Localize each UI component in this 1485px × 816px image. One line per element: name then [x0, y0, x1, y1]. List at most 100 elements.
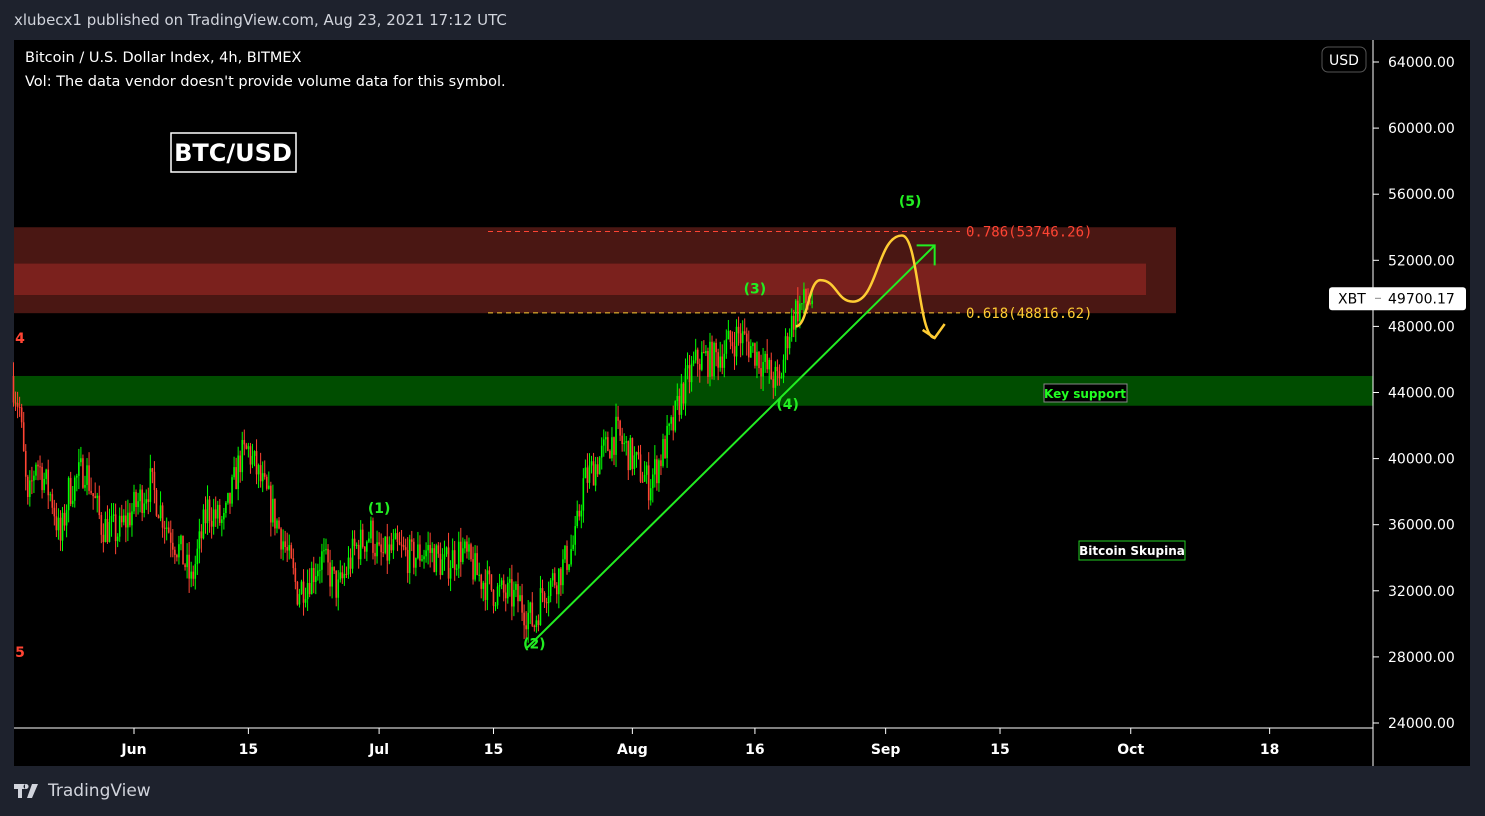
- candle-body: [535, 620, 538, 628]
- candle-body: [310, 568, 313, 595]
- candle-body: [690, 363, 693, 383]
- candle-body: [670, 417, 672, 424]
- candle-body: [84, 484, 86, 488]
- candle-body: [384, 536, 387, 553]
- candle-body: [770, 359, 773, 380]
- candle-body: [223, 512, 225, 520]
- candle-body: [120, 515, 123, 523]
- candle-body: [102, 534, 105, 543]
- candle-body: [592, 461, 595, 486]
- candle-body: [551, 573, 554, 581]
- candle-body: [431, 548, 434, 553]
- candle-body: [741, 331, 744, 344]
- candle-body: [739, 333, 742, 344]
- candle-body: [394, 533, 397, 540]
- candle-body: [684, 368, 687, 404]
- candle-body: [292, 558, 295, 569]
- candle-body: [758, 351, 760, 369]
- time-tick-label: 18: [1260, 742, 1279, 758]
- candle-body: [47, 469, 50, 496]
- candle-body: [288, 545, 291, 551]
- candle-body: [778, 371, 781, 379]
- candle-body: [302, 581, 305, 603]
- candle-body: [359, 529, 362, 560]
- candle-body: [312, 568, 315, 583]
- candle-body: [400, 544, 403, 546]
- candle-body: [788, 337, 791, 349]
- tradingview-logo[interactable]: TradingView: [14, 781, 151, 801]
- candle-body: [366, 541, 368, 552]
- candle-body: [157, 515, 160, 519]
- candle-body: [265, 476, 268, 489]
- candle-body: [715, 342, 717, 353]
- candle-body: [680, 383, 683, 415]
- candle-body: [792, 315, 795, 330]
- candle-body: [539, 588, 542, 626]
- candle-body: [347, 557, 350, 575]
- candle-body: [186, 554, 188, 568]
- candle-body: [417, 544, 419, 559]
- candle-body: [776, 366, 779, 372]
- candle-body: [167, 527, 170, 533]
- volume-legend: Vol: The data vendor doesn't provide vol…: [25, 74, 506, 90]
- candle-body: [182, 535, 184, 565]
- candle-body: [543, 592, 546, 602]
- candle-body: [447, 547, 450, 579]
- candle-body: [692, 360, 695, 364]
- tradingview-logo-icon: [14, 784, 38, 798]
- candle-body: [590, 461, 593, 466]
- candle-body: [797, 300, 799, 322]
- candle-body: [296, 581, 299, 605]
- candle-body: [392, 539, 395, 551]
- candle-body: [31, 480, 33, 482]
- candle-body: [805, 289, 807, 303]
- candle-body: [163, 527, 166, 529]
- candle-body: [641, 481, 644, 483]
- candle-body: [651, 474, 654, 489]
- candle-body: [602, 439, 605, 446]
- candle-body: [129, 512, 131, 526]
- currency-label[interactable]: USD: [1329, 53, 1359, 69]
- candle-body: [766, 353, 768, 370]
- candle-body: [574, 526, 576, 545]
- candle-body: [257, 465, 260, 475]
- candle-body: [558, 568, 560, 595]
- candle-body: [251, 455, 254, 465]
- candle-body: [799, 303, 801, 322]
- wave-label: (4): [776, 397, 799, 413]
- candle-body: [460, 541, 462, 562]
- projection-path: [795, 234, 936, 340]
- chart-title: BTC/USD: [174, 139, 292, 167]
- candle-body: [24, 451, 27, 477]
- currency-badge: [1321, 46, 1367, 73]
- candle-body: [357, 544, 360, 560]
- candle-body: [478, 574, 480, 576]
- last-price-tag: [1329, 287, 1466, 311]
- candle-body: [368, 538, 370, 542]
- candle-body: [470, 544, 472, 560]
- candle-body: [613, 437, 615, 455]
- candle-body: [639, 454, 642, 482]
- candle-body: [108, 522, 111, 542]
- candle-body: [572, 544, 574, 550]
- candle-body: [453, 550, 456, 570]
- candle-body: [647, 465, 650, 501]
- candle-body: [794, 300, 797, 330]
- candle-body: [580, 510, 583, 517]
- candle-body: [198, 531, 201, 549]
- candle-body: [235, 467, 237, 490]
- candle-body: [658, 460, 660, 484]
- candle-body: [35, 464, 37, 476]
- candle-body: [127, 512, 129, 528]
- candle-body: [662, 438, 664, 466]
- fib-label: 0.618(48816.62): [966, 306, 1092, 322]
- candle-body: [378, 542, 380, 545]
- candle-body: [65, 510, 68, 526]
- candle-body: [468, 544, 470, 552]
- candle-body: [607, 437, 609, 451]
- candle-body: [263, 473, 266, 477]
- candle-body: [482, 582, 485, 589]
- title-box: [170, 132, 297, 173]
- candle-body: [333, 566, 335, 571]
